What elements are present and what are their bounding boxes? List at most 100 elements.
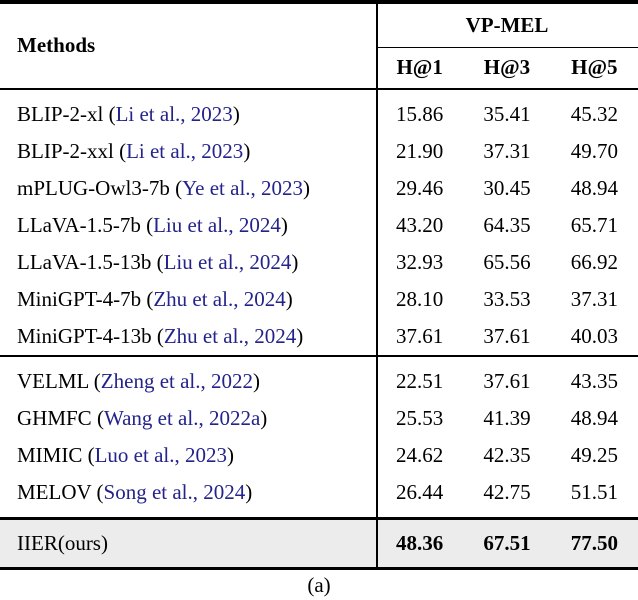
metric-value: 48.94	[570, 406, 618, 430]
table-row: BLIP-2-xxl (Li et al., 2023) 21.90 37.31 49…	[0, 133, 638, 170]
metric-values: 29.46 30.45 48.94	[376, 170, 638, 207]
metric-value: 42.75	[483, 480, 531, 504]
citation-link[interactable]: Zhu et al., 2024	[153, 287, 286, 311]
metric-values: 37.61 37.61 40.03	[376, 318, 638, 355]
citation-link[interactable]: Liu et al., 2024	[163, 250, 292, 274]
subfigure-caption: (a)	[307, 572, 331, 597]
table-row: BLIP-2-xl (Li et al., 2023) 15.86 35.41 45.…	[0, 96, 638, 133]
citation-link[interactable]: Li et al., 2023	[126, 139, 244, 163]
metric-value: 49.70	[570, 139, 618, 163]
metric-value: 35.41	[483, 102, 531, 126]
table-row: MIMIC (Luo et al., 2023) 24.62 42.35 49.25	[0, 437, 638, 474]
citation-close-paren: )	[260, 406, 268, 430]
citation-close-paren: )	[291, 250, 299, 274]
citation-close-paren: )	[303, 176, 311, 200]
table-section-mel-baselines: VELML (Zheng et al., 2022) 22.51 37.61 43.3…	[0, 357, 638, 511]
group-header-underline	[376, 46, 638, 48]
table-row-ours: IIER(ours) 48.36 67.51 77.50	[0, 519, 638, 567]
metric-value: 25.53	[396, 406, 444, 430]
citation-close-paren: )	[245, 480, 253, 504]
metric-values: 24.62 42.35 49.25	[376, 437, 638, 474]
citation-link[interactable]: Liu et al., 2024	[153, 213, 281, 237]
method-cell: BLIP-2-xl (Li et al., 2023)	[0, 102, 376, 127]
metric-value: 28.10	[396, 287, 444, 311]
table-row: VELML (Zheng et al., 2022) 22.51 37.61 43.3…	[0, 363, 638, 400]
metric-value: 48.94	[570, 176, 618, 200]
method-name: MELOV (	[17, 480, 104, 504]
table-rule-midsection	[0, 355, 638, 357]
table-section-ours: IIER(ours) 48.36 67.51 77.50	[0, 519, 638, 567]
metric-value: 21.90	[396, 139, 444, 163]
metric-value: 64.35	[483, 213, 531, 237]
citation-close-paren: )	[243, 139, 251, 163]
metric-values: 25.53 41.39 48.94	[376, 400, 638, 437]
method-cell: MiniGPT-4-13b (Zhu et al., 2024)	[0, 324, 376, 349]
group-header-vp-mel: VP-MEL	[465, 12, 549, 37]
metric-value: 42.35	[483, 443, 531, 467]
metric-group-header: VP-MEL H@1 H@3 H@5	[376, 4, 638, 88]
citation-link[interactable]: Song et al., 2024	[103, 480, 246, 504]
citation-link[interactable]: Li et al., 2023	[115, 102, 233, 126]
method-cell: BLIP-2-xxl (Li et al., 2023)	[0, 139, 376, 164]
metric-value: 77.50	[570, 530, 618, 555]
citation-link[interactable]: Wang et al., 2022a	[103, 406, 261, 430]
metric-value: 37.31	[483, 139, 531, 163]
method-cell: MELOV (Song et al., 2024)	[0, 480, 376, 505]
citation-link[interactable]: Zheng et al., 2022	[100, 369, 254, 393]
column-header-h1: H@1	[396, 55, 443, 80]
metric-value: 43.20	[396, 213, 444, 237]
method-cell: IIER(ours)	[0, 531, 376, 556]
table-row: LLaVA-1.5-13b (Liu et al., 2024) 32.93 65.…	[0, 244, 638, 281]
citation-link[interactable]: Luo et al., 2023	[94, 443, 227, 467]
metric-values: 21.90 37.31 49.70	[376, 133, 638, 170]
method-cell: MIMIC (Luo et al., 2023)	[0, 443, 376, 468]
table-rule-bottom	[0, 566, 638, 570]
method-name: LLaVA-1.5-13b (	[17, 250, 164, 274]
metric-value: 51.51	[570, 480, 618, 504]
method-name: VELML (	[17, 369, 101, 393]
metric-value: 24.62	[396, 443, 444, 467]
table-section-vlm-baselines: BLIP-2-xl (Li et al., 2023) 15.86 35.41 45.…	[0, 90, 638, 355]
method-name: MiniGPT-4-13b (	[17, 324, 164, 348]
metric-value: 26.44	[396, 480, 444, 504]
table-row: MELOV (Song et al., 2024) 26.44 42.75 51.51	[0, 474, 638, 511]
metric-value: 43.35	[570, 369, 618, 393]
table-rule-header-bottom	[0, 87, 638, 90]
metric-value: 37.61	[483, 369, 531, 393]
metric-value: 67.51	[483, 530, 531, 555]
metric-value: 32.93	[396, 250, 444, 274]
method-cell: VELML (Zheng et al., 2022)	[0, 369, 376, 394]
metric-value: 37.61	[396, 324, 444, 348]
table-header: Methods VP-MEL H@1 H@3 H@5	[0, 4, 638, 88]
metric-value: 30.45	[483, 176, 531, 200]
metric-value: 15.86	[396, 102, 444, 126]
metric-value: 45.32	[570, 102, 618, 126]
metric-values: 43.20 64.35 65.71	[376, 207, 638, 244]
method-name: mPLUG-Owl3-7b (	[17, 176, 183, 200]
metric-value: 37.61	[483, 324, 531, 348]
metric-values: 32.93 65.56 66.92	[376, 244, 638, 281]
citation-link[interactable]: Zhu et al., 2024	[163, 324, 297, 348]
method-name: GHMFC (	[17, 406, 104, 430]
metric-values: 15.86 35.41 45.32	[376, 96, 638, 133]
method-cell: GHMFC (Wang et al., 2022a)	[0, 406, 376, 431]
citation-close-paren: )	[296, 324, 304, 348]
citation-close-paren: )	[232, 102, 240, 126]
citation-close-paren: )	[285, 287, 293, 311]
metric-value: 29.46	[396, 176, 444, 200]
metric-value: 49.25	[570, 443, 618, 467]
column-header-h3: H@3	[483, 55, 531, 80]
table-row: mPLUG-Owl3-7b (Ye et al., 2023) 29.46 30.4…	[0, 170, 638, 207]
table-rule-above-highlight	[0, 517, 638, 520]
citation-close-paren: )	[226, 443, 234, 467]
column-header-h5: H@5	[571, 55, 618, 80]
metric-values: 26.44 42.75 51.51	[376, 474, 638, 511]
metric-value: 33.53	[483, 287, 531, 311]
metric-value: 48.36	[396, 530, 444, 555]
table-row: GHMFC (Wang et al., 2022a) 25.53 41.39 48.9…	[0, 400, 638, 437]
metric-column-headers: H@1 H@3 H@5	[376, 48, 638, 88]
method-cell: MiniGPT-4-7b (Zhu et al., 2024)	[0, 287, 376, 312]
citation-link[interactable]: Ye et al., 2023	[182, 176, 304, 200]
column-divider-line	[376, 4, 378, 570]
